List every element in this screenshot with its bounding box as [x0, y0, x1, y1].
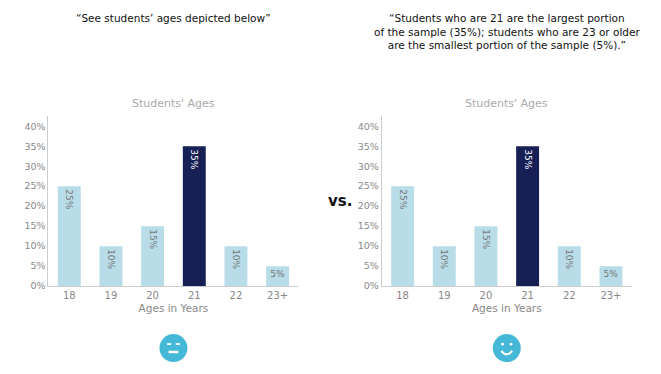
svg-text:Ages in Years: Ages in Years — [139, 302, 209, 314]
svg-text:25%: 25% — [64, 189, 74, 209]
svg-text:5%: 5% — [270, 269, 285, 279]
svg-text:5%: 5% — [30, 260, 45, 271]
svg-text:35%: 35% — [24, 141, 45, 152]
svg-text:21: 21 — [521, 290, 534, 301]
svg-text:0%: 0% — [30, 280, 45, 291]
svg-text:23+: 23+ — [267, 290, 288, 301]
svg-text:25%: 25% — [398, 189, 408, 209]
svg-text:Ages in Years: Ages in Years — [472, 302, 542, 314]
svg-text:5%: 5% — [364, 260, 379, 271]
svg-text:10%: 10% — [24, 240, 45, 251]
svg-text:15%: 15% — [148, 229, 158, 249]
svg-text:10%: 10% — [231, 249, 241, 269]
svg-text:25%: 25% — [24, 180, 45, 191]
svg-text:20: 20 — [480, 290, 493, 301]
svg-text:“See students’ ages depicted b: “See students’ ages depicted below” — [76, 12, 271, 24]
svg-text:25%: 25% — [358, 180, 379, 191]
svg-text:18: 18 — [396, 290, 409, 301]
svg-text:15%: 15% — [24, 220, 45, 231]
svg-text:“Students who are 21 are the l: “Students who are 21 are the largest por… — [374, 12, 640, 51]
svg-text:20%: 20% — [358, 200, 379, 211]
svg-text:35%: 35% — [358, 141, 379, 152]
svg-text:40%: 40% — [24, 121, 45, 132]
svg-text:40%: 40% — [358, 121, 379, 132]
svg-text:22: 22 — [230, 290, 243, 301]
svg-text:Students' Ages: Students' Ages — [465, 97, 548, 110]
svg-text:23+: 23+ — [600, 290, 621, 301]
svg-text:Students' Ages: Students' Ages — [132, 97, 215, 110]
svg-text:35%: 35% — [189, 149, 199, 169]
svg-text:15%: 15% — [481, 229, 491, 249]
svg-text:20: 20 — [146, 290, 159, 301]
svg-text:10%: 10% — [564, 249, 574, 269]
svg-text:20%: 20% — [24, 200, 45, 211]
svg-text:19: 19 — [438, 290, 451, 301]
svg-text:19: 19 — [105, 290, 118, 301]
svg-text:10%: 10% — [439, 249, 449, 269]
svg-text:5%: 5% — [604, 269, 619, 279]
svg-text:15%: 15% — [358, 220, 379, 231]
svg-text:18: 18 — [63, 290, 76, 301]
svg-text:0%: 0% — [364, 280, 379, 291]
svg-text:10%: 10% — [358, 240, 379, 251]
svg-text:35%: 35% — [523, 149, 533, 169]
svg-text:30%: 30% — [24, 161, 45, 172]
svg-text:22: 22 — [563, 290, 576, 301]
svg-text:10%: 10% — [106, 249, 116, 269]
svg-text:30%: 30% — [358, 161, 379, 172]
svg-text:21: 21 — [188, 290, 201, 301]
svg-text:vs.: vs. — [328, 192, 352, 210]
